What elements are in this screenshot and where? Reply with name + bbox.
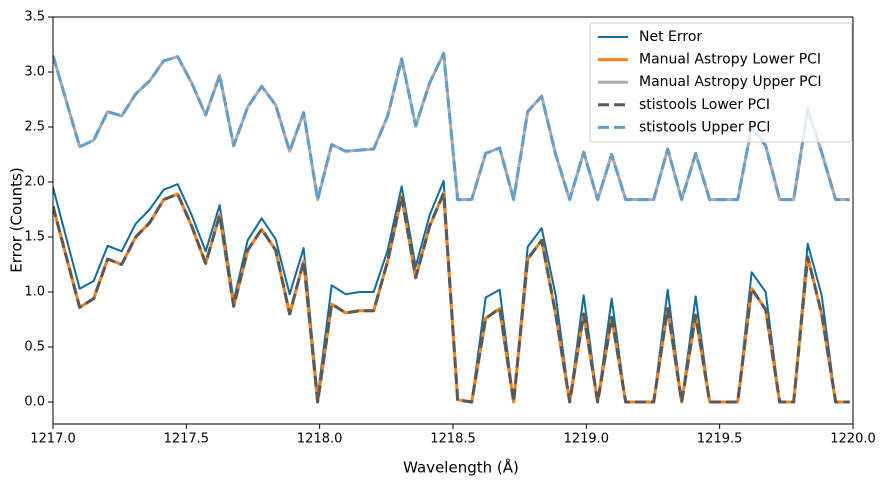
series-line: [53, 51, 850, 202]
x-tick-label: 1219.5: [697, 432, 743, 447]
y-tick-label: 1.5: [24, 230, 45, 245]
y-tick-label: 3.5: [24, 10, 45, 25]
x-tick-label: 1220.0: [830, 432, 876, 447]
legend-label: Manual Astropy Lower PCI: [639, 52, 821, 68]
x-tick-label: 1217.0: [30, 432, 76, 447]
x-tick-label: 1218.0: [297, 432, 343, 447]
x-tick-label: 1217.5: [164, 432, 210, 447]
legend-label: stistools Upper PCI: [639, 119, 770, 135]
series-line: [53, 191, 850, 404]
x-tick-label: 1219.0: [564, 432, 610, 447]
y-tick-label: 0.5: [24, 340, 45, 355]
legend-label: stistools Lower PCI: [639, 97, 770, 113]
y-tick-label: 0.0: [24, 395, 45, 410]
plot-frame: [52, 16, 854, 425]
y-tick-label: 1.0: [24, 285, 45, 300]
legend-label: Net Error: [639, 29, 702, 45]
legend-label: Manual Astropy Upper PCI: [639, 74, 822, 90]
y-tick-label: 2.5: [24, 120, 45, 135]
x-axis-label: Wavelength (Å): [403, 458, 519, 477]
y-axis-label: Error (Counts): [8, 167, 26, 272]
y-tick-label: 3.0: [24, 65, 45, 80]
x-tick-label: 1218.5: [430, 432, 476, 447]
legend-box: [589, 22, 853, 143]
y-tick-label: 2.0: [24, 175, 45, 190]
